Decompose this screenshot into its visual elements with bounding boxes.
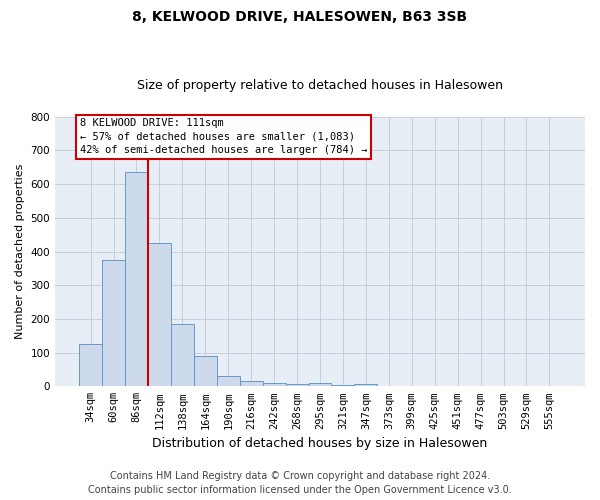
X-axis label: Distribution of detached houses by size in Halesowen: Distribution of detached houses by size … (152, 437, 488, 450)
Bar (217, 376, 240, 386)
Bar (171, 324, 194, 386)
Bar (355, 384, 377, 386)
Bar (79, 344, 102, 387)
Bar (308, 383, 331, 386)
Bar (194, 356, 217, 386)
Bar (125, 172, 148, 386)
Bar (240, 382, 263, 386)
Text: Contains HM Land Registry data © Crown copyright and database right 2024.
Contai: Contains HM Land Registry data © Crown c… (88, 471, 512, 495)
Bar (263, 383, 286, 386)
Y-axis label: Number of detached properties: Number of detached properties (15, 164, 25, 339)
Text: 8 KELWOOD DRIVE: 111sqm
← 57% of detached houses are smaller (1,083)
42% of semi: 8 KELWOOD DRIVE: 111sqm ← 57% of detache… (80, 118, 367, 155)
Title: Size of property relative to detached houses in Halesowen: Size of property relative to detached ho… (137, 79, 503, 92)
Bar (148, 243, 171, 386)
Text: 8, KELWOOD DRIVE, HALESOWEN, B63 3SB: 8, KELWOOD DRIVE, HALESOWEN, B63 3SB (133, 10, 467, 24)
Bar (102, 260, 125, 386)
Bar (286, 384, 308, 386)
Bar (331, 384, 355, 386)
